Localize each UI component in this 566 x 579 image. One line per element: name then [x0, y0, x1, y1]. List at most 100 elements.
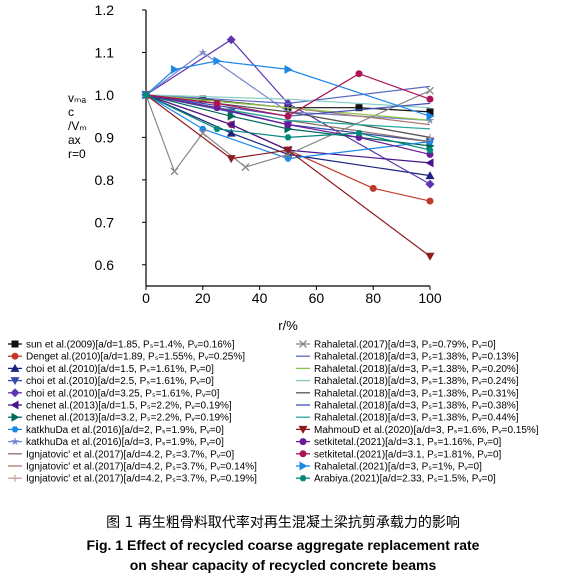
legend-marker: [299, 461, 308, 471]
x-tick-label: 40: [252, 290, 268, 306]
legend-item: choi et al.(2010)[a/d=1.5, Pₛ=1.61%, Pᵥ=…: [8, 363, 214, 375]
legend-label: Rahaletal.(2018)[a/d=3, Pₛ=1.38%, Pᵥ=0.3…: [314, 388, 519, 399]
data-point: [226, 120, 235, 130]
legend-marker: [11, 340, 19, 348]
legend-item: chenet al.(2013)[a/d=1.5, Pₛ=2.2%, Pᵥ=0.…: [8, 400, 232, 412]
legend-marker: [299, 438, 307, 446]
legend-item: choi et al.(2010)[a/d=2.5, Pₛ=1.61%, Pᵥ=…: [8, 376, 214, 387]
y-tick-label: 0.6: [95, 257, 115, 273]
data-point: [213, 99, 221, 107]
y-axis-label: c: [68, 105, 74, 119]
y-tick-label: 0.7: [95, 214, 115, 230]
legend-item: chenet al.(2013)[a/d=3.2, Pₛ=2.2%, Pᵥ=0.…: [8, 412, 232, 424]
data-point: [226, 35, 236, 45]
x-tick-label: 20: [195, 290, 211, 306]
legend-label: MahmouD et al.(2020)[a/d=3, Pₛ=1.6%, Pᵥ=…: [314, 425, 539, 436]
figure-caption-english-line2: on shear capacity of recycled concrete b…: [129, 557, 437, 573]
data-point: [170, 64, 179, 74]
series-24: [142, 91, 434, 154]
series-line: [145, 94, 431, 257]
x-tick-label: 100: [418, 290, 442, 306]
legend-label: Ignjatovic' et al.(2017)[a/d=4.2, Pₛ=3.7…: [26, 462, 257, 473]
data-point: [355, 70, 363, 78]
data-point: [284, 155, 292, 162]
legend-label: Rahaletal.(2017)[a/d=3, Pₛ=0.79%, Pᵥ=0]: [314, 340, 496, 351]
data-point: [284, 134, 292, 141]
legend-marker: [10, 363, 20, 372]
data-point: [425, 158, 434, 168]
series-line: [145, 94, 431, 177]
y-axis-label: vₘₐ: [68, 91, 86, 105]
data-point: [425, 179, 435, 189]
legend-label: Rahaletal.(2018)[a/d=3, Pₛ=1.38%, Pᵥ=0.4…: [314, 413, 519, 424]
data-point: [213, 125, 221, 132]
data-point: [355, 130, 363, 137]
y-axis-label: r=0: [68, 147, 86, 161]
legend-label: Ignjatovic' et al.(2017)[a/d=4.2, Pₛ=3.7…: [26, 449, 234, 460]
legend-item: Ignjatovic' et al.(2017)[a/d=4.2, Pₛ=3.7…: [8, 474, 257, 485]
legend-marker: [11, 474, 19, 482]
legend-label: choi et al.(2010)[a/d=2.5, Pₛ=1.61%, Pᵥ=…: [26, 376, 214, 387]
data-point: [199, 95, 207, 103]
series-line: [145, 94, 431, 164]
legend-marker: [11, 352, 19, 360]
axes: 0.6 0.7 0.8 0.9 1.0 1.1 1.2 0 20 40 60 80 100 vₘₐc/Vₘ…: [68, 2, 442, 333]
y-tick-label: 1.0: [95, 87, 115, 103]
data-point: [426, 147, 434, 154]
legend-item: Rahaletal.(2017)[a/d=3, Pₛ=0.79%, Pᵥ=0]: [296, 340, 496, 351]
legend-marker: [11, 412, 20, 422]
series-line: [145, 90, 431, 173]
data-point: [199, 125, 207, 132]
figure-caption-chinese: 图 1 再生粗骨料取代率对再生混凝土梁抗剪承载力的影响: [106, 515, 460, 531]
data-point: [425, 252, 435, 261]
series-line: [145, 85, 431, 105]
legend-marker: [298, 425, 308, 434]
legend-marker: [10, 377, 20, 386]
legend-item: Rahaletal.(2018)[a/d=3, Pₛ=1.38%, Pᵥ=0.2…: [296, 376, 519, 387]
legend-item: katkhuDa et al.(2016)[a/d=3, Pₛ=1.9%, Pᵥ…: [8, 437, 224, 448]
legend-item: Rahaletal.(2018)[a/d=3, Pₛ=1.38%, Pᵥ=0.4…: [296, 413, 519, 424]
legend-item: Ignjatovic' et al.(2017)[a/d=4.2, Pₛ=3.7…: [8, 449, 234, 460]
legend-label: choi et al.(2010)[a/d=3.25, Pₛ=1.61%, Pᵥ…: [26, 388, 220, 399]
data-point: [226, 155, 236, 164]
chart: 0.6 0.7 0.8 0.9 1.0 1.1 1.2 0 20 40 60 80 100 vₘₐc/Vₘ…: [8, 2, 539, 485]
data-point: [425, 171, 435, 180]
data-point: [241, 163, 250, 172]
legend-marker: [299, 340, 307, 348]
legend-item: choi et al.(2010)[a/d=3.25, Pₛ=1.61%, Pᵥ…: [8, 388, 220, 399]
legend-item: sun et al.(2009)[a/d=1.85, Pₛ=1.4%, Pᵥ=0…: [8, 340, 235, 351]
x-axis-label: r/%: [278, 318, 298, 333]
data-point: [426, 138, 434, 145]
legend-item: Rahaletal.(2018)[a/d=3, Pₛ=1.38%, Pᵥ=0.2…: [296, 364, 519, 375]
legend-item: MahmouD et al.(2020)[a/d=3, Pₛ=1.6%, Pᵥ=…: [296, 425, 539, 436]
legend-label: katkhuDa et al.(2016)[a/d=2, Pₛ=1.9%, Pᵥ…: [26, 425, 224, 436]
data-point: [227, 111, 236, 121]
y-axis-label: /Vₘ: [68, 119, 87, 133]
legend-marker: [10, 400, 19, 410]
series-layer: [141, 35, 435, 261]
legend-label: Arabiya.(2021)[a/d=2.33, Pₛ=1.5%, Pᵥ=0]: [314, 474, 496, 485]
legend-label: katkhuDa et al.(2016)[a/d=3, Pₛ=1.9%, Pᵥ…: [26, 437, 224, 448]
data-point: [426, 108, 434, 116]
data-point: [284, 121, 292, 129]
data-point: [426, 86, 434, 95]
legend-label: Rahaletal.(2018)[a/d=3, Pₛ=1.38%, Pᵥ=0.2…: [314, 376, 519, 387]
x-tick-label: 80: [365, 290, 381, 306]
legend-item: Rahaletal.(2018)[a/d=3, Pₛ=1.38%, Pᵥ=0.1…: [296, 352, 519, 363]
legend-label: setkitetal.(2021)[a/d=3.1, Pₛ=1.81%, Pᵥ=…: [314, 449, 502, 460]
legend-label: Rahaletal.(2021)[a/d=3, Pₛ=1%, Pᵥ=0]: [314, 462, 482, 473]
data-point: [355, 104, 363, 112]
data-point: [426, 111, 435, 121]
legend: sun et al.(2009)[a/d=1.85, Pₛ=1.4%, Pᵥ=0…: [8, 340, 539, 485]
legend-marker: [299, 450, 307, 458]
legend-label: Rahaletal.(2018)[a/d=3, Pₛ=1.38%, Pᵥ=0.2…: [314, 364, 519, 375]
x-tick-label: 60: [309, 290, 325, 306]
data-point: [198, 48, 208, 57]
data-point: [284, 112, 292, 120]
y-tick-label: 0.9: [95, 129, 115, 145]
data-point: [283, 146, 293, 155]
legend-marker: [299, 475, 307, 482]
y-tick-label: 1.2: [95, 2, 115, 18]
series-23: [142, 56, 435, 121]
data-point: [170, 167, 179, 176]
